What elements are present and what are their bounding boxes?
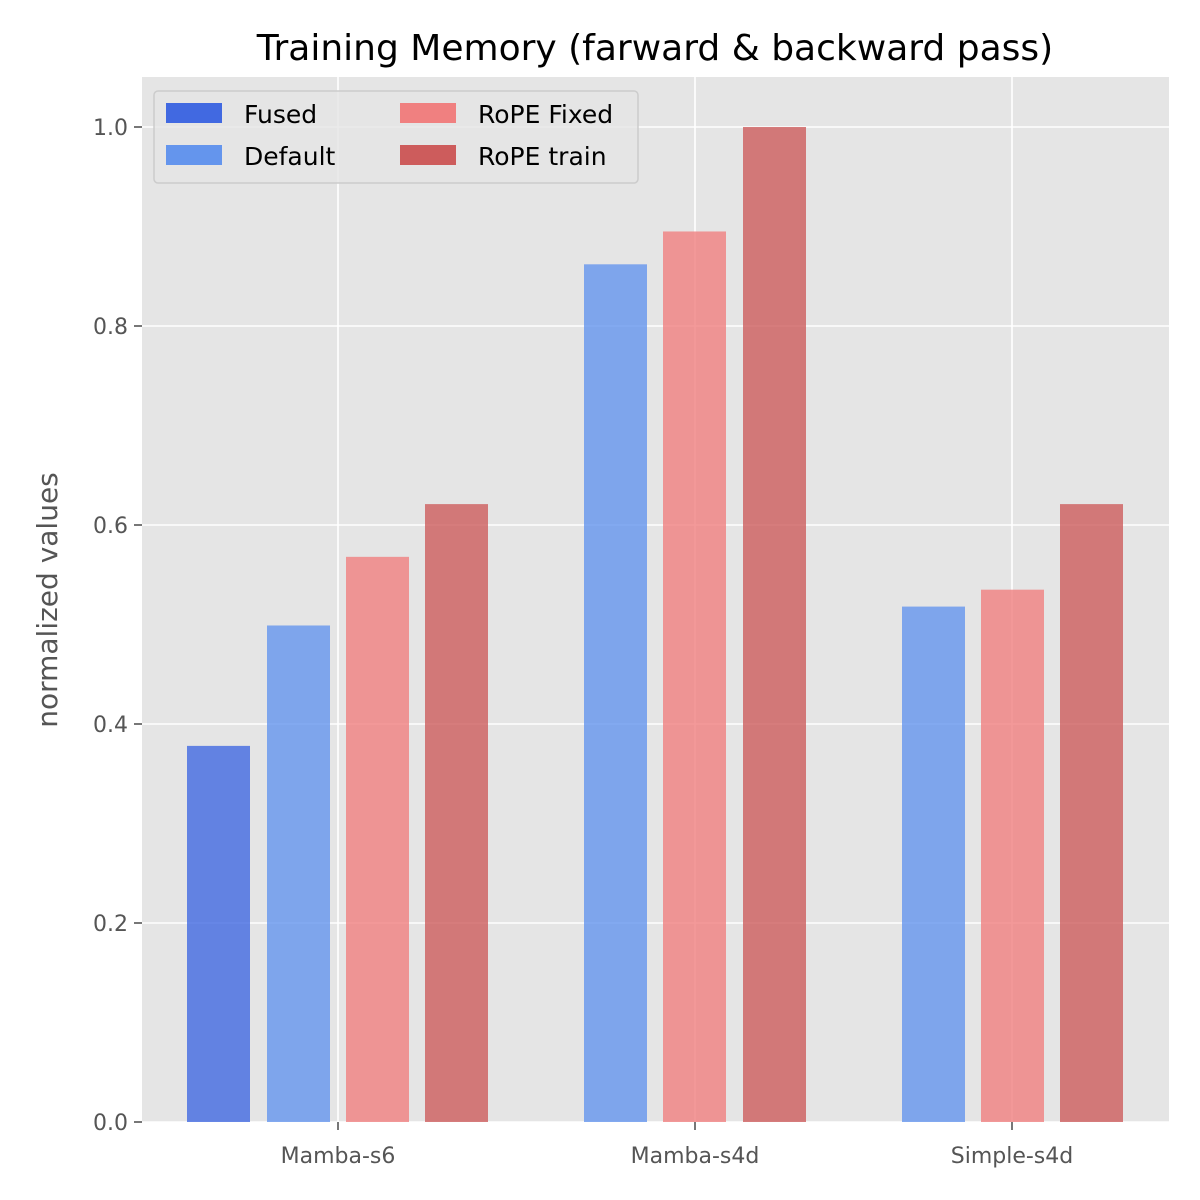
y-axis-ticks: 0.0 0.2 0.4 0.6 0.8 1.0	[93, 116, 142, 1136]
x-tick-label: Mamba-s4d	[631, 1144, 760, 1169]
bars	[187, 127, 1123, 1123]
bar-default-simple-s4d	[902, 606, 965, 1122]
bar-default-mamba-s6	[267, 625, 330, 1122]
bar-rope-train-mamba-s4d	[743, 127, 806, 1122]
legend-swatch	[166, 103, 222, 123]
legend-label: Default	[244, 142, 336, 171]
legend: Fused Default RoPE Fixed RoPE train	[153, 90, 639, 184]
x-tick-label: Mamba-s6	[281, 1144, 396, 1169]
legend-swatch	[166, 145, 222, 165]
bar-fused-mamba-s6	[187, 745, 250, 1122]
y-tick-label: 0.4	[93, 713, 128, 738]
y-tick-label: 0.8	[93, 315, 128, 340]
bar-default-mamba-s4d	[584, 264, 647, 1122]
y-tick-label: 0.0	[93, 1111, 128, 1136]
legend-swatch	[400, 103, 456, 123]
y-tick-label: 0.2	[93, 912, 128, 937]
bar-rope-fixed-mamba-s4d	[663, 231, 726, 1123]
bar-rope-train-mamba-s6	[425, 504, 488, 1123]
y-tick-label: 1.0	[93, 116, 128, 141]
x-axis-ticks: Mamba-s6 Mamba-s4d Simple-s4d	[281, 1122, 1073, 1169]
x-tick-label: Simple-s4d	[951, 1144, 1073, 1169]
bar-rope-train-simple-s4d	[1060, 504, 1123, 1123]
legend-label: Fused	[244, 100, 317, 129]
legend-box	[153, 90, 639, 184]
y-tick-label: 0.6	[93, 514, 128, 539]
legend-label: RoPE Fixed	[478, 100, 613, 129]
y-axis-label: normalized values	[31, 472, 64, 728]
bar-rope-fixed-simple-s4d	[981, 589, 1044, 1122]
legend-label: RoPE train	[478, 142, 607, 171]
bar-rope-fixed-mamba-s6	[346, 556, 409, 1122]
legend-swatch	[400, 145, 456, 165]
chart-title: Training Memory (farward & backward pass…	[256, 28, 1053, 69]
